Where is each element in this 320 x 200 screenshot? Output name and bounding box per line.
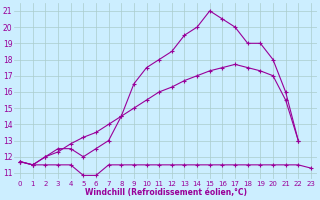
X-axis label: Windchill (Refroidissement éolien,°C): Windchill (Refroidissement éolien,°C) <box>84 188 246 197</box>
